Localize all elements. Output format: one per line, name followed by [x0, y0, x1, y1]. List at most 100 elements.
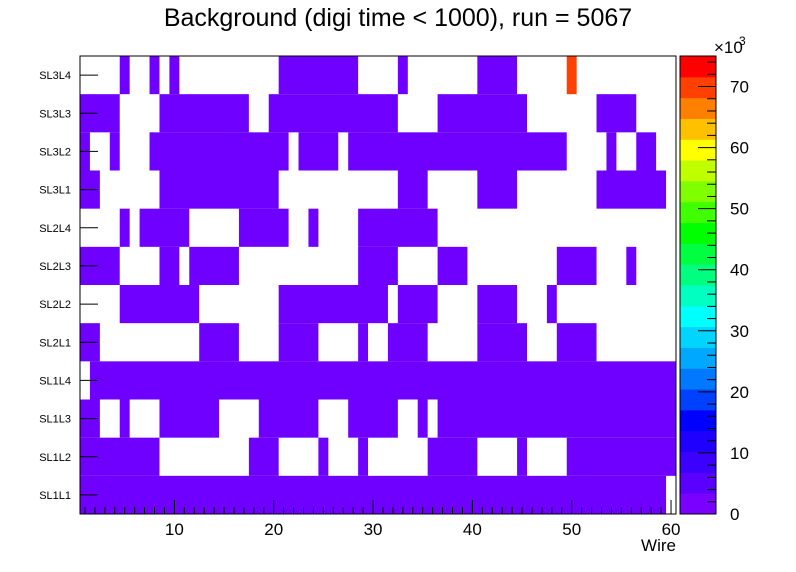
heatmap-cell [358, 246, 398, 285]
heatmap-cell [348, 132, 567, 171]
y-tick-label: SL1L2 [39, 452, 71, 464]
heatmap-cell [348, 399, 398, 438]
heatmap-cell [546, 285, 557, 324]
color-scale-band [680, 243, 716, 265]
heatmap-cell [189, 246, 239, 285]
heatmap-cell [358, 323, 369, 362]
heatmap-cell [258, 399, 319, 438]
z-tick-label: 30 [730, 322, 749, 341]
x-tick-label: 50 [562, 520, 581, 539]
heatmap-cell [596, 94, 637, 133]
y-tick-label: SL1L3 [39, 414, 71, 426]
z-tick-label: 0 [730, 505, 739, 524]
heatmap-cell [397, 56, 408, 95]
color-scale-band [680, 139, 716, 161]
heatmap-cell [477, 56, 518, 95]
heatmap-cell [566, 437, 676, 476]
heatmap-cell [308, 208, 319, 247]
z-tick-label: 60 [730, 139, 749, 158]
y-tick-label: SL3L4 [39, 70, 71, 82]
plot-frame [79, 55, 677, 515]
heatmap-cell [119, 285, 200, 324]
heatmap-cell [606, 132, 617, 171]
heatmap-cell [149, 56, 160, 95]
x-axis-label: Wire [641, 536, 676, 555]
color-scale-band [680, 201, 716, 224]
color-scale-band [680, 451, 716, 473]
heatmap-cell [358, 437, 369, 476]
z-tick-label: 20 [730, 383, 749, 402]
heatmap-cells [80, 56, 677, 514]
x-tick-label: 40 [463, 520, 482, 539]
heatmap-cell [427, 437, 478, 476]
color-scale-band [680, 472, 716, 494]
heatmap-cell [268, 94, 398, 133]
color-scale-band [680, 389, 716, 411]
z-multiplier-exponent: 3 [739, 34, 746, 48]
z-tick-label: 40 [730, 261, 749, 280]
heatmap-cell [417, 399, 428, 438]
heatmap-cell [517, 437, 527, 476]
x-tick-label: 20 [264, 520, 283, 539]
heatmap-cell [119, 399, 130, 438]
heatmap-cell [119, 56, 130, 95]
heatmap-cell [278, 56, 359, 95]
y-tick-label: SL2L2 [39, 299, 71, 311]
heatmap-cell [566, 56, 577, 95]
color-scale-band [680, 409, 716, 432]
x-tick-label: 30 [364, 520, 383, 539]
color-scale-band [680, 368, 716, 390]
y-tick-label: SL2L1 [39, 337, 71, 349]
heatmap-cell [397, 170, 428, 209]
x-tick-label: 10 [165, 520, 184, 539]
color-scale-band [680, 76, 716, 99]
heatmap-cell [437, 94, 527, 133]
heatmap-cell [556, 323, 597, 362]
heatmap-cell [477, 285, 518, 324]
heatmap-cell [556, 246, 597, 285]
heatmap-cell [159, 399, 220, 438]
heatmap-cell [149, 132, 289, 171]
color-scale-band [680, 326, 716, 348]
heatmap-cell [387, 323, 428, 362]
x-axis: 10 20 30 40 50 60 [84, 500, 681, 539]
heatmap-cell [477, 323, 527, 362]
color-scale-band [680, 160, 716, 182]
heatmap-cell [596, 170, 667, 209]
heatmap-cell [358, 208, 438, 247]
heatmap-cell [238, 208, 289, 247]
y-tick-label: SL1L1 [39, 490, 71, 502]
color-scale: 0 10 20 30 40 50 60 70 ×103 [679, 34, 749, 524]
x-tick-label: 60 [662, 520, 681, 539]
heatmap-cell [199, 323, 239, 362]
heatmap-cell [626, 246, 637, 285]
color-scale-band [680, 347, 716, 369]
heatmap-cell [278, 323, 319, 362]
heatmap-cell [89, 361, 677, 400]
color-scale-band [680, 305, 716, 328]
heatmap-cell [119, 208, 130, 247]
z-tick-label: 70 [730, 78, 749, 97]
y-axis: SL1L1 SL1L2 SL1L3 SL1L4 SL2L1 SL2L2 SL2L3 SL2L4… [39, 70, 98, 502]
color-scale-band [680, 493, 716, 515]
heatmap-cell [636, 132, 657, 171]
y-tick-label: SL3L1 [39, 185, 71, 197]
heatmap-cell [109, 132, 120, 171]
heatmap-cell [159, 246, 180, 285]
y-tick-label: SL1L4 [39, 375, 71, 387]
y-tick-label: SL3L2 [39, 146, 71, 158]
chart-title: Background (digi time < 1000), run = 506… [163, 4, 633, 32]
heatmap-cell [248, 437, 279, 476]
heatmap-cell [139, 208, 190, 247]
heatmap-cell [477, 170, 518, 209]
y-tick-label: SL3L3 [39, 108, 71, 120]
z-tick-label: 50 [730, 200, 749, 219]
heatmap-cell [159, 94, 249, 133]
y-tick-label: SL2L3 [39, 261, 71, 273]
heatmap-cell [437, 399, 676, 438]
heatmap-cell [298, 132, 339, 171]
z-multiplier-label: ×10 [714, 38, 743, 57]
color-scale-band [680, 222, 716, 244]
heatmap-cell [318, 437, 329, 476]
